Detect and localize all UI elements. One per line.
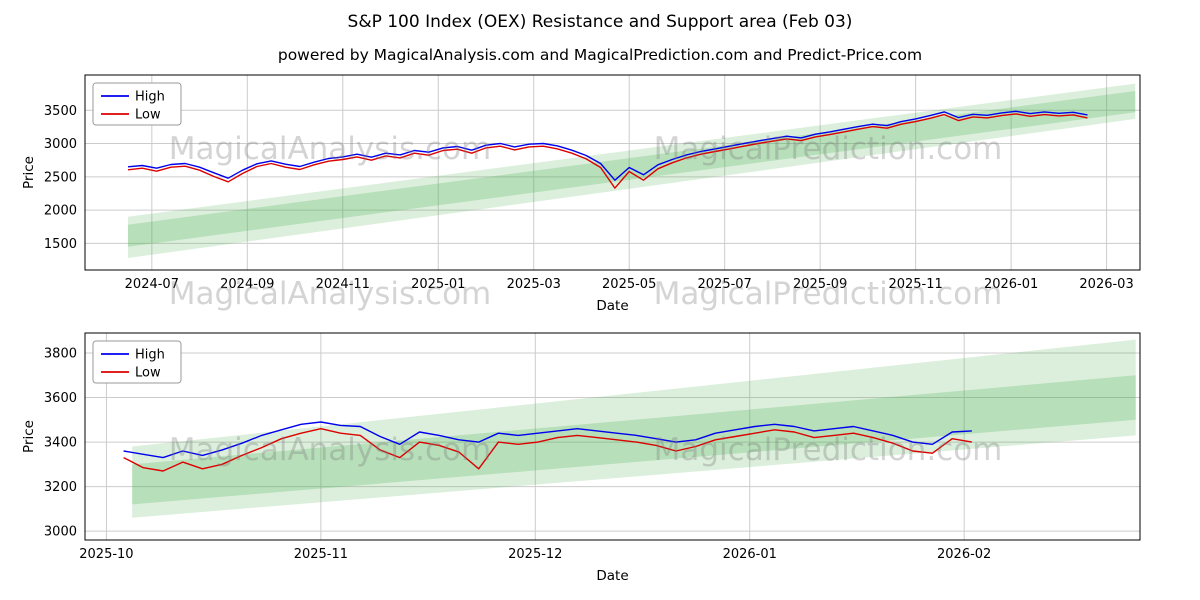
x-tick-label: 2025-11 — [294, 547, 348, 562]
series-low-line — [123, 428, 973, 472]
legend-label-high: High — [135, 90, 165, 105]
chart-title: S&P 100 Index (OEX) Resistance and Suppo… — [347, 12, 853, 32]
legend: High Low — [92, 82, 182, 126]
x-axis-label: Date — [596, 568, 628, 584]
y-tick-label: 3500 — [44, 104, 77, 119]
y-tick-label: 1500 — [44, 237, 77, 252]
series-high-line — [123, 421, 972, 459]
x-tick-label: 2025-03 — [507, 277, 561, 292]
x-tick-label: 2026-01 — [723, 547, 777, 562]
series-high-line — [127, 110, 1088, 181]
x-tick-label: 2025-07 — [698, 277, 752, 292]
y-tick-label: 3400 — [44, 436, 77, 451]
legend-label-low: Low — [135, 366, 161, 381]
series-low-line — [127, 113, 1088, 189]
x-tick-label: 2025-01 — [411, 277, 465, 292]
x-tick-label: 2024-07 — [125, 277, 179, 292]
plot-border — [84, 74, 1141, 271]
y-tick-label: 3800 — [44, 347, 77, 362]
y-tick-label: 3000 — [44, 525, 77, 540]
y-tick-label: 2000 — [44, 204, 77, 219]
y-tick-label: 3200 — [44, 480, 77, 495]
plot-border — [84, 332, 1141, 541]
x-tick-label: 2026-03 — [1079, 277, 1133, 292]
main-chart: 2024-07 2024-09 2024-11 2025-01 2025-03 2025-… — [21, 74, 1141, 314]
outer-support-resistance-area — [132, 339, 1136, 518]
legend: High Low — [92, 340, 182, 384]
y-tick-label: 2500 — [44, 170, 77, 185]
zoom-chart: 2025-10 2025-11 2025-12 2026-01 2026-02 3000 3… — [21, 332, 1141, 584]
y-axis-label: Price — [21, 156, 37, 189]
y-tick-label: 3600 — [44, 391, 77, 406]
legend-label-low: Low — [135, 108, 161, 123]
y-tick-label: 3000 — [44, 137, 77, 152]
x-tick-label: 2025-10 — [79, 547, 133, 562]
x-tick-label: 2025-11 — [888, 277, 942, 292]
x-axis-label: Date — [596, 298, 628, 314]
x-tick-label: 2024-11 — [316, 277, 370, 292]
x-tick-label: 2026-01 — [984, 277, 1038, 292]
x-tick-label: 2024-09 — [220, 277, 274, 292]
y-axis-label: Price — [21, 420, 37, 453]
x-tick-label: 2025-09 — [793, 277, 847, 292]
legend-label-high: High — [135, 348, 165, 363]
x-tick-label: 2025-12 — [508, 547, 562, 562]
x-tick-label: 2025-05 — [602, 277, 656, 292]
inner-support-resistance-area — [132, 375, 1136, 505]
x-tick-label: 2026-02 — [937, 547, 991, 562]
chart-subtitle: powered by MagicalAnalysis.com and Magic… — [277, 46, 923, 64]
